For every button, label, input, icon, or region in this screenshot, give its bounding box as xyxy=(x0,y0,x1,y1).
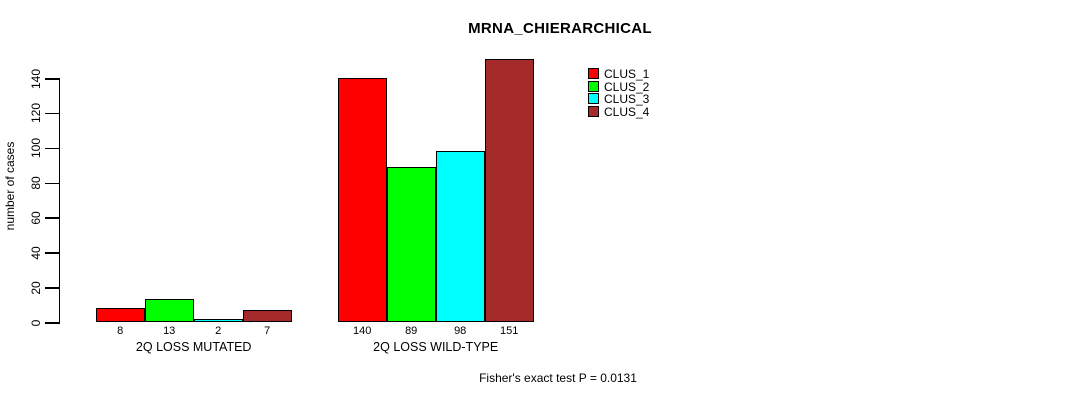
bar-value-label: 140 xyxy=(353,325,372,337)
y-axis-tick xyxy=(45,78,60,80)
bar-clus_4-group2 xyxy=(484,58,534,322)
bar-clus_1-group2 xyxy=(337,78,387,322)
y-axis-tick xyxy=(45,217,60,219)
bar-clus_2-group2 xyxy=(386,166,436,322)
bar-clus_2-group1 xyxy=(144,299,194,322)
bar-clus_1-group1 xyxy=(95,308,145,322)
y-axis-tick xyxy=(45,322,60,324)
bar-clus_3-group1 xyxy=(193,318,243,322)
y-axis-tick-label: 100 xyxy=(29,138,43,159)
y-axis-tick-label: 60 xyxy=(29,211,43,225)
legend-swatch-clus_4 xyxy=(588,106,599,118)
bar-clus_3-group2 xyxy=(435,151,485,322)
legend-item-clus_1: CLUS_1 xyxy=(588,67,668,81)
x-axis-group-label: 2Q LOSS MUTATED xyxy=(135,340,252,354)
bar-value-label: 13 xyxy=(163,325,176,337)
x-axis-group-label: 2Q LOSS WILD-TYPE xyxy=(373,340,499,354)
bar-clus_4-group1 xyxy=(242,309,292,322)
y-axis-tick xyxy=(45,287,60,289)
y-axis-tick xyxy=(45,182,60,185)
chart-title: MRNA_CHIERARCHICAL xyxy=(468,20,652,37)
y-axis-tick xyxy=(45,252,60,254)
annotation-fisher-test: Fisher's exact test P = 0.0131 xyxy=(479,371,637,385)
legend-swatch-clus_2 xyxy=(588,80,599,92)
y-axis-tick-label: 20 xyxy=(29,280,43,295)
legend-item-clus_3: CLUS_3 xyxy=(588,92,668,107)
legend-label-clus_4: CLUS_4 xyxy=(604,105,650,120)
y-axis-tick-label: 80 xyxy=(29,176,43,190)
legend-label-clus_1: CLUS_1 xyxy=(604,67,650,81)
legend-label-clus_2: CLUS_2 xyxy=(604,79,650,94)
y-axis-tick-label: 140 xyxy=(29,68,43,89)
y-axis-tick-label: 40 xyxy=(29,246,43,260)
legend-swatch-clus_1 xyxy=(588,68,599,79)
y-axis-label: number of cases xyxy=(3,141,17,231)
bar-value-label: 8 xyxy=(117,325,124,337)
y-axis-tick xyxy=(45,112,60,115)
bar-value-label: 7 xyxy=(264,325,271,337)
y-axis-tick xyxy=(45,147,60,150)
y-axis-tick-label: 120 xyxy=(29,103,43,124)
legend-item-clus_2: CLUS_2 xyxy=(588,79,668,94)
y-axis-line xyxy=(58,78,60,324)
bar-value-label: 2 xyxy=(215,325,222,337)
bar-value-label: 98 xyxy=(454,325,467,337)
bar-value-label: 151 xyxy=(500,325,519,337)
legend-swatch-clus_3 xyxy=(588,93,599,105)
legend-label-clus_3: CLUS_3 xyxy=(604,92,650,107)
y-axis-tick-label: 0 xyxy=(29,319,43,326)
legend-item-clus_4: CLUS_4 xyxy=(588,105,668,120)
bar-value-label: 89 xyxy=(405,325,418,337)
